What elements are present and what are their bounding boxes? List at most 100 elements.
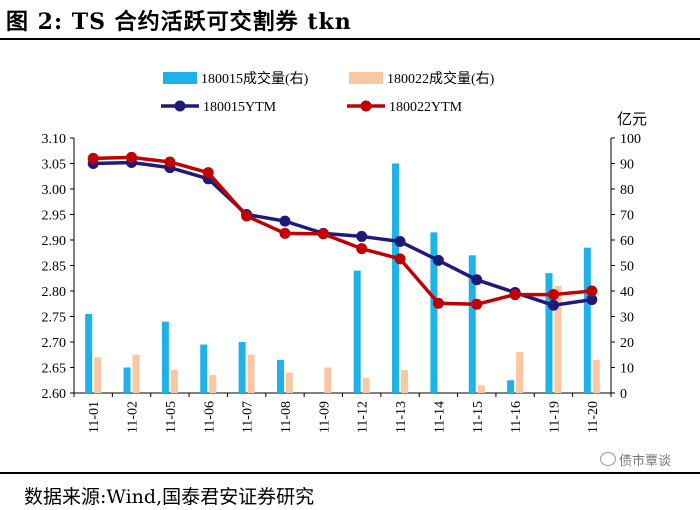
bar-180022 — [516, 352, 524, 393]
bar-180015 — [85, 313, 93, 393]
ytm-180022-point — [394, 253, 406, 265]
ytm-180015-point — [586, 294, 598, 306]
ytm-180022-point — [471, 298, 483, 310]
bar-180015 — [200, 344, 208, 393]
bar-180022 — [401, 370, 409, 393]
legend-label-bar-180022: 180022成交量(右) — [387, 70, 495, 87]
bar-180015 — [123, 367, 131, 393]
y-right-tick-label: 50 — [620, 260, 634, 275]
legend-marker-180015 — [174, 100, 186, 112]
y-right-tick-label: 20 — [620, 336, 634, 351]
ytm-180015-point — [471, 274, 483, 286]
y-left-tick-label: 2.85 — [42, 260, 67, 275]
y-right-tick-label: 10 — [620, 362, 634, 377]
x-tick-label: 11-09 — [317, 401, 332, 433]
y-right-tick-label: 60 — [620, 234, 634, 249]
legend-label-line-180022: 180022YTM — [389, 100, 463, 115]
chart-canvas: 3.10 3.05 3.00 2.95 2.90 2.85 2.80 2.75 2.70 2.65… — [42, 70, 648, 433]
y-left-tick-label: 2.65 — [42, 362, 67, 377]
watermark-text: 债市覃谈 — [619, 454, 672, 469]
x-tick-label: 11-13 — [394, 401, 409, 433]
x-tick-label: 11-02 — [126, 401, 141, 433]
legend-label-bar-180015: 180015成交量(右) — [201, 70, 309, 87]
ytm-180022-point — [202, 167, 214, 179]
y-right-tick-label: 30 — [620, 311, 634, 326]
x-tick-label: 11-06 — [202, 401, 217, 433]
ytm-180022-point — [509, 289, 521, 301]
bar-180015 — [430, 232, 438, 393]
y-left-tick-label: 2.80 — [42, 285, 67, 300]
bar-180015 — [507, 380, 515, 393]
y-right-tick-label: 0 — [620, 387, 627, 402]
title-bar: 图 2: TS 合约活跃可交割券 tkn — [0, 0, 700, 38]
ytm-180015-point — [432, 254, 444, 266]
legend-swatch-bar-180015 — [163, 72, 197, 84]
bar-180022 — [554, 285, 562, 393]
x-tick-label: 11-20 — [586, 401, 601, 433]
y-right-tick-label: 100 — [620, 132, 641, 147]
x-tick-label: 11-01 — [87, 401, 102, 433]
x-tick-label: 11-12 — [356, 401, 371, 433]
ytm-180022-point — [126, 151, 138, 163]
ytm-180022-line — [93, 155, 592, 307]
bar-180015 — [238, 342, 246, 393]
x-tick-label: 11-14 — [432, 401, 447, 433]
ytm-180015-point — [279, 215, 291, 227]
bar-180015 — [276, 359, 284, 393]
bar-180022 — [132, 354, 140, 393]
x-tick-label: 11-07 — [241, 401, 256, 433]
ytm-180022-point — [547, 289, 559, 301]
ytm-180015-line — [93, 160, 593, 308]
y-right-tick-label: 70 — [620, 209, 634, 224]
y-left-tick-label: 2.90 — [42, 234, 67, 249]
legend-swatch-bar-180022 — [349, 72, 383, 84]
bar-180022 — [362, 377, 370, 393]
top-rule — [0, 38, 700, 40]
ytm-180015-point — [547, 299, 559, 311]
x-tick-label: 11-15 — [471, 401, 486, 433]
wechat-icon — [600, 452, 616, 466]
bar-180022 — [477, 385, 485, 393]
bar-180022 — [285, 372, 293, 393]
bar-180015 — [545, 273, 553, 393]
y-right-tick-label: 40 — [620, 285, 634, 300]
y-right-tick-label: 90 — [620, 158, 634, 173]
x-tick-label: 11-19 — [547, 401, 562, 433]
y-left-tick-label: 3.05 — [42, 158, 67, 173]
y-right-tick-label: 80 — [620, 183, 634, 198]
x-tick-label: 11-05 — [164, 401, 179, 433]
bar-180022 — [592, 359, 600, 393]
bottom-rule — [0, 472, 700, 474]
bar-180015 — [468, 255, 476, 393]
bar-180015 — [161, 321, 169, 393]
y-left-tick-label: 3.10 — [42, 132, 67, 147]
y-left-tick-label: 2.60 — [42, 387, 67, 402]
bar-180015 — [583, 247, 591, 393]
ytm-180022-point — [356, 243, 368, 255]
ytm-180022-point — [279, 227, 291, 239]
legend-marker-180022 — [360, 100, 372, 112]
bar-180015 — [353, 270, 361, 393]
ytm-180015-point — [394, 236, 406, 248]
y-left-tick-label: 2.70 — [42, 336, 67, 351]
bar-180022 — [94, 357, 102, 393]
y-left-tick-label: 3.00 — [42, 183, 67, 198]
x-tick-label: 11-16 — [509, 401, 524, 433]
ytm-180022-point — [586, 285, 598, 297]
y-left-tick-label: 2.95 — [42, 209, 67, 224]
ytm-180022-point — [87, 152, 99, 164]
y-right-axis-label: 亿元 — [617, 111, 647, 128]
figure-title: 图 2: TS 合约活跃可交割券 tkn — [6, 9, 352, 35]
ytm-180015-point — [356, 230, 368, 242]
bar-180022 — [247, 354, 255, 393]
x-tick-label: 11-08 — [279, 401, 294, 433]
bar-180015 — [392, 163, 400, 393]
watermark: 债市覃谈 — [600, 450, 671, 470]
legend-label-line-180015: 180015YTM — [203, 100, 277, 115]
bar-180022 — [324, 367, 332, 393]
y-left-tick-label: 2.75 — [42, 311, 67, 326]
bar-180022 — [209, 375, 217, 393]
bar-180022 — [170, 370, 178, 393]
ytm-180022-point — [164, 156, 176, 168]
ytm-180022-point — [317, 228, 329, 240]
